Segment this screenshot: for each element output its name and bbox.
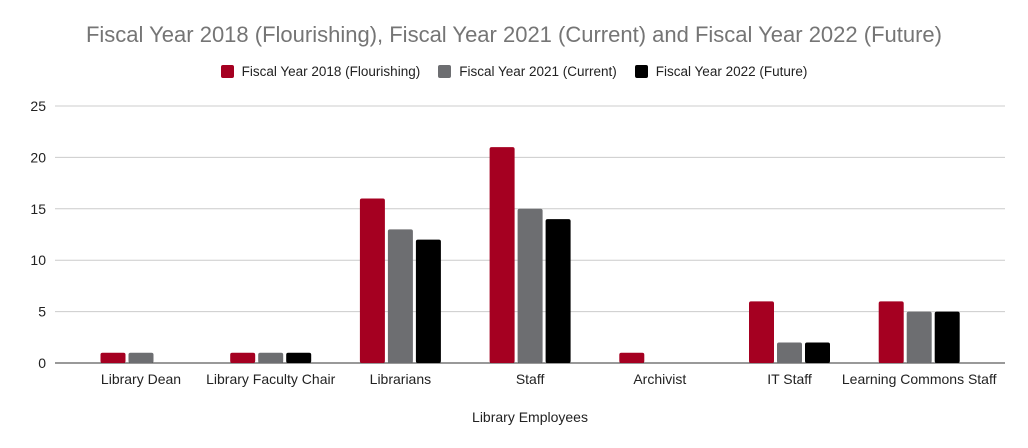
bar	[934, 311, 960, 363]
y-tick-label: 5	[38, 304, 46, 320]
bar	[286, 352, 312, 363]
x-tick-label: Learning Commons Staff	[842, 371, 997, 387]
legend-item-fy2022[interactable]: Fiscal Year 2022 (Future)	[634, 64, 808, 79]
legend-label: Fiscal Year 2018 (Flourishing)	[241, 64, 421, 79]
x-axis-label: Library Employees	[472, 409, 588, 425]
y-tick-label: 15	[30, 201, 46, 217]
bar	[878, 301, 904, 363]
bar	[749, 301, 774, 363]
bar	[805, 342, 830, 363]
x-tick-label: Librarians	[370, 371, 431, 387]
bar	[517, 208, 543, 363]
bar	[777, 342, 802, 363]
x-tick-label: Library Dean	[101, 371, 181, 387]
bar	[359, 198, 385, 363]
legend-label: Fiscal Year 2022 (Future)	[655, 64, 808, 79]
legend-item-fy2018[interactable]: Fiscal Year 2018 (Flourishing)	[220, 64, 421, 79]
bar	[128, 352, 154, 363]
x-tick-label: IT Staff	[767, 371, 812, 387]
legend-swatch	[438, 65, 452, 78]
bar	[100, 352, 126, 363]
bar	[387, 229, 413, 363]
y-tick-label: 20	[30, 149, 46, 165]
bar	[619, 352, 645, 363]
chart-title: Fiscal Year 2018 (Flourishing), Fiscal Y…	[85, 22, 942, 47]
bar	[258, 352, 284, 363]
legend-item-fy2021[interactable]: Fiscal Year 2021 (Current)	[438, 64, 617, 79]
x-tick-label: Staff	[516, 371, 545, 387]
bar	[489, 147, 515, 363]
legend: Fiscal Year 2018 (Flourishing) Fiscal Ye…	[0, 64, 1028, 79]
y-tick-label: 0	[38, 355, 46, 371]
bar	[906, 311, 932, 363]
legend-swatch	[220, 65, 234, 78]
y-tick-label: 10	[30, 252, 46, 268]
legend-label: Fiscal Year 2021 (Current)	[459, 64, 617, 79]
bar	[230, 352, 256, 363]
x-tick-label: Library Faculty Chair	[206, 371, 335, 387]
bar	[545, 219, 571, 363]
legend-swatch	[634, 65, 648, 78]
x-tick-label: Archivist	[633, 371, 686, 387]
y-tick-label: 25	[30, 98, 46, 114]
bar	[415, 239, 441, 363]
